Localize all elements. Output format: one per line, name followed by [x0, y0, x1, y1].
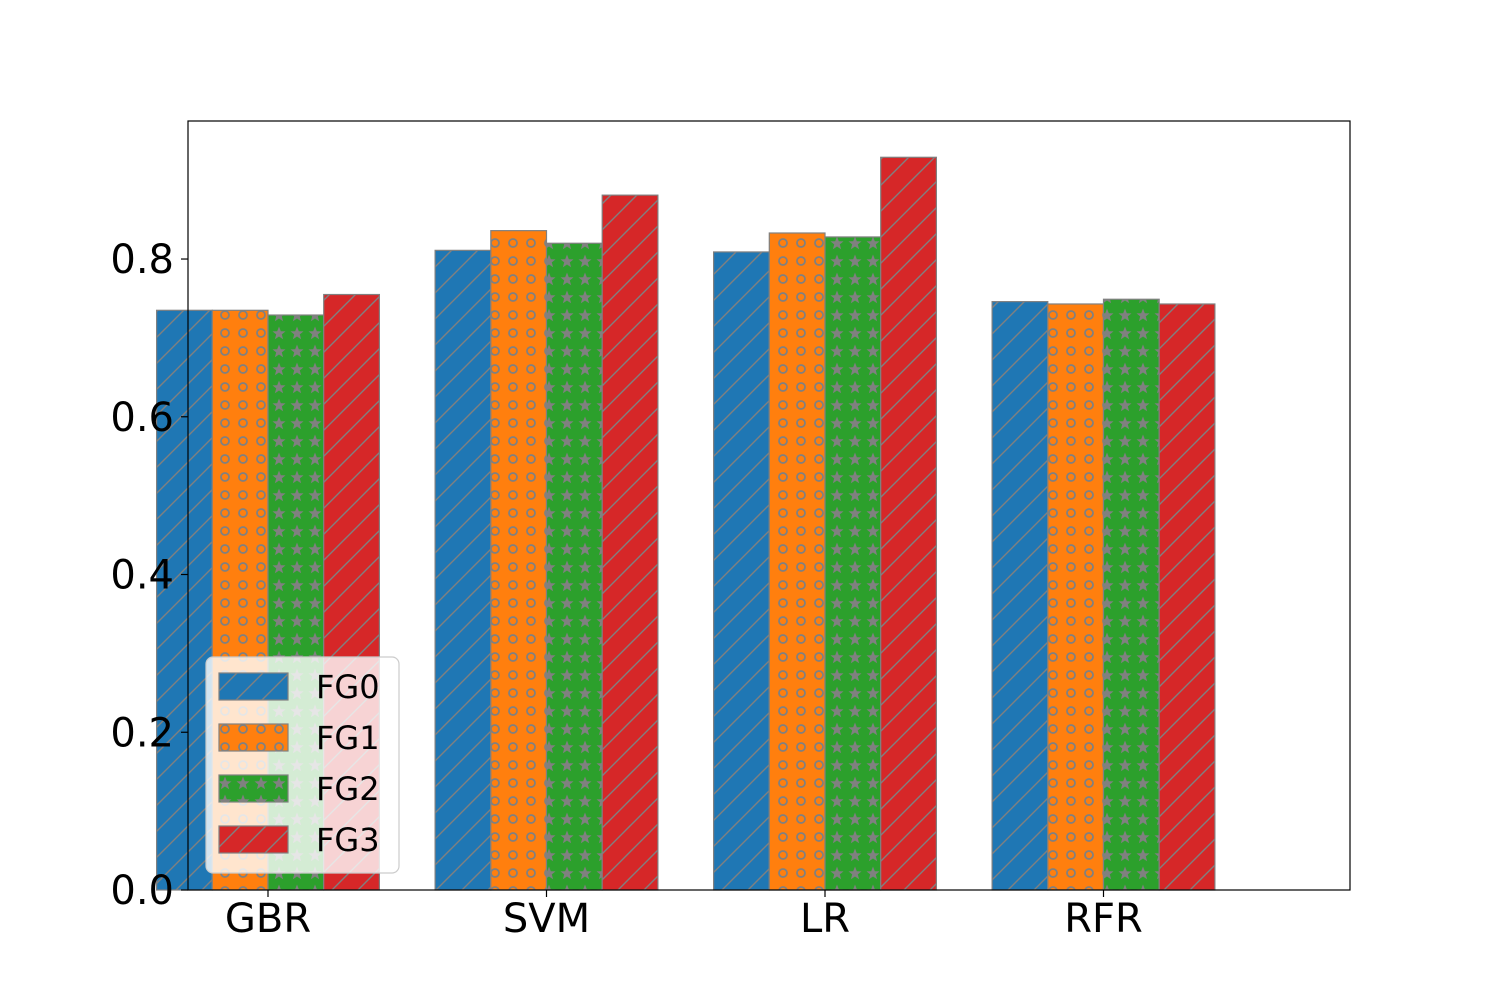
y-tick-label: 0.2 — [110, 710, 174, 756]
axes-group — [187, 120, 1351, 891]
bar-hatch-fg0-lr — [712, 251, 770, 891]
bars-group — [156, 156, 1216, 891]
legend-box — [205, 656, 400, 874]
legend-label-fg3: FG3 — [316, 821, 380, 859]
bar-hatch-fg3-lr — [880, 156, 938, 891]
bar-hatch-fg3-rfr — [1158, 303, 1216, 891]
y-tick-label: 0.6 — [110, 395, 174, 441]
bar-hatch-fg1-svm — [490, 230, 548, 891]
legend-swatch-hatch-fg0 — [218, 672, 289, 701]
y-tick-label: 0.0 — [110, 868, 174, 914]
bar-hatch-fg2-rfr — [1102, 298, 1160, 891]
y-tick-label: 0.8 — [110, 237, 174, 283]
x-tick-label: GBR — [225, 896, 311, 942]
bar-hatch-fg3-svm — [601, 194, 659, 891]
bar-hatch-fg2-svm — [545, 242, 603, 891]
bar-hatch-fg2-lr — [824, 236, 882, 891]
legend: FG0 FG1 FG2 FG3 — [205, 656, 400, 874]
legend-label-fg0: FG0 — [316, 668, 380, 706]
plot-frame — [187, 120, 1351, 891]
x-tick-label: LR — [800, 896, 850, 942]
bar-hatch-fg0-rfr — [991, 301, 1049, 891]
x-tick-label: RFR — [1064, 896, 1143, 942]
bar-hatch-fg0-gbr — [156, 309, 213, 891]
legend-label-fg1: FG1 — [316, 719, 380, 757]
legend-swatch-hatch-fg2 — [218, 774, 289, 803]
ticks-group: 0.0 0.2 0.4 0.6 0.8 GBR SVM LR RFR — [110, 237, 1142, 942]
legend-label-fg2: FG2 — [316, 770, 380, 808]
bar-hatch-fg1-lr — [768, 232, 826, 891]
legend-swatch-hatch-fg1 — [218, 723, 289, 752]
legend-swatch-hatch-fg3 — [218, 825, 289, 854]
x-tick-label: SVM — [503, 896, 590, 942]
bar-hatch-fg0-svm — [434, 249, 492, 891]
bar-hatch-fg1-rfr — [1047, 303, 1105, 891]
y-tick-label: 0.4 — [110, 553, 174, 599]
